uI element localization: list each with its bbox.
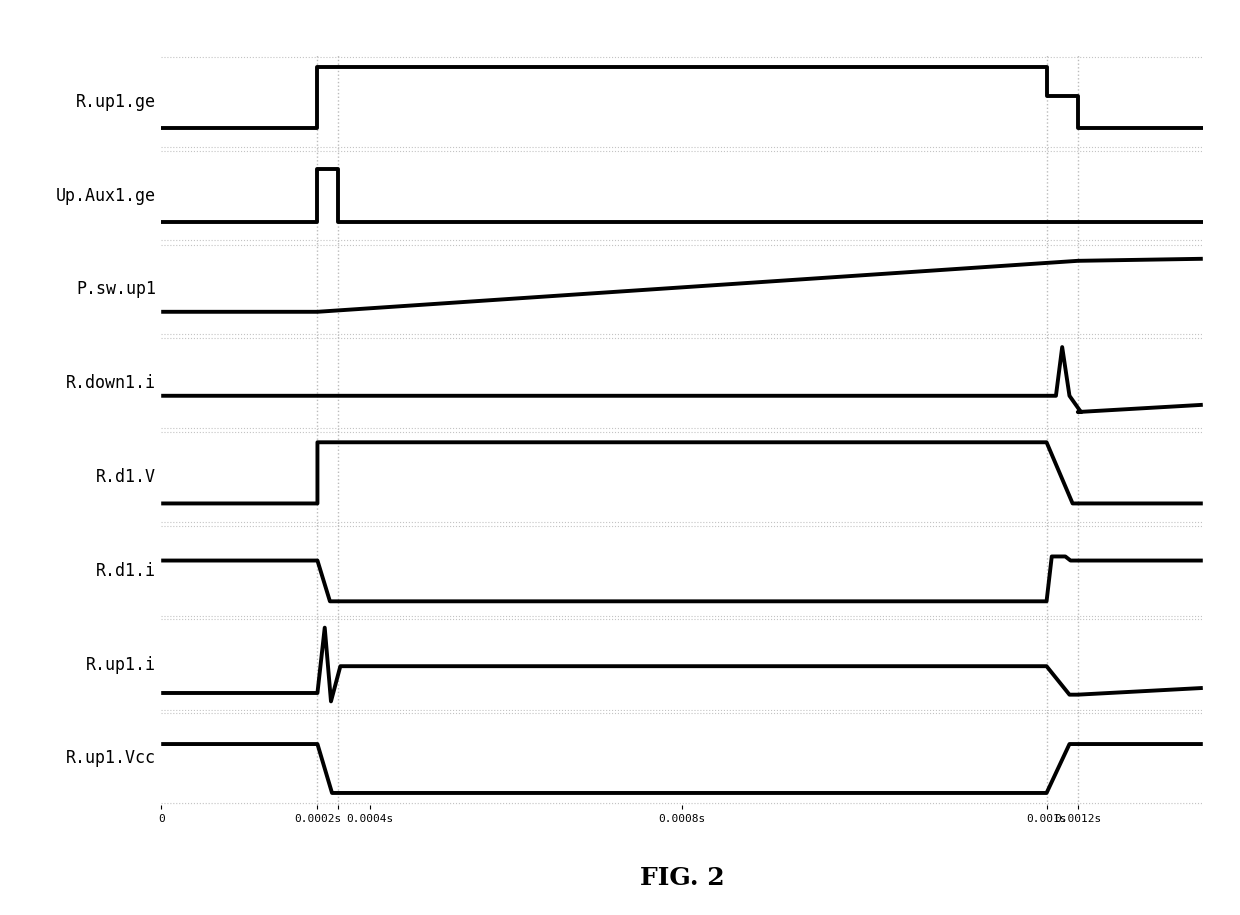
Text: FIG. 2: FIG. 2: [640, 867, 724, 890]
Text: R.down1.i: R.down1.i: [66, 374, 156, 393]
Text: R.up1.Vcc: R.up1.Vcc: [66, 749, 156, 768]
Text: R.up1.ge: R.up1.ge: [76, 92, 156, 111]
Text: Up.Aux1.ge: Up.Aux1.ge: [56, 187, 156, 205]
Text: R.d1.i: R.d1.i: [95, 562, 156, 580]
Text: R.d1.V: R.d1.V: [95, 468, 156, 486]
Text: P.sw.up1: P.sw.up1: [76, 280, 156, 298]
Text: R.up1.i: R.up1.i: [86, 655, 156, 673]
